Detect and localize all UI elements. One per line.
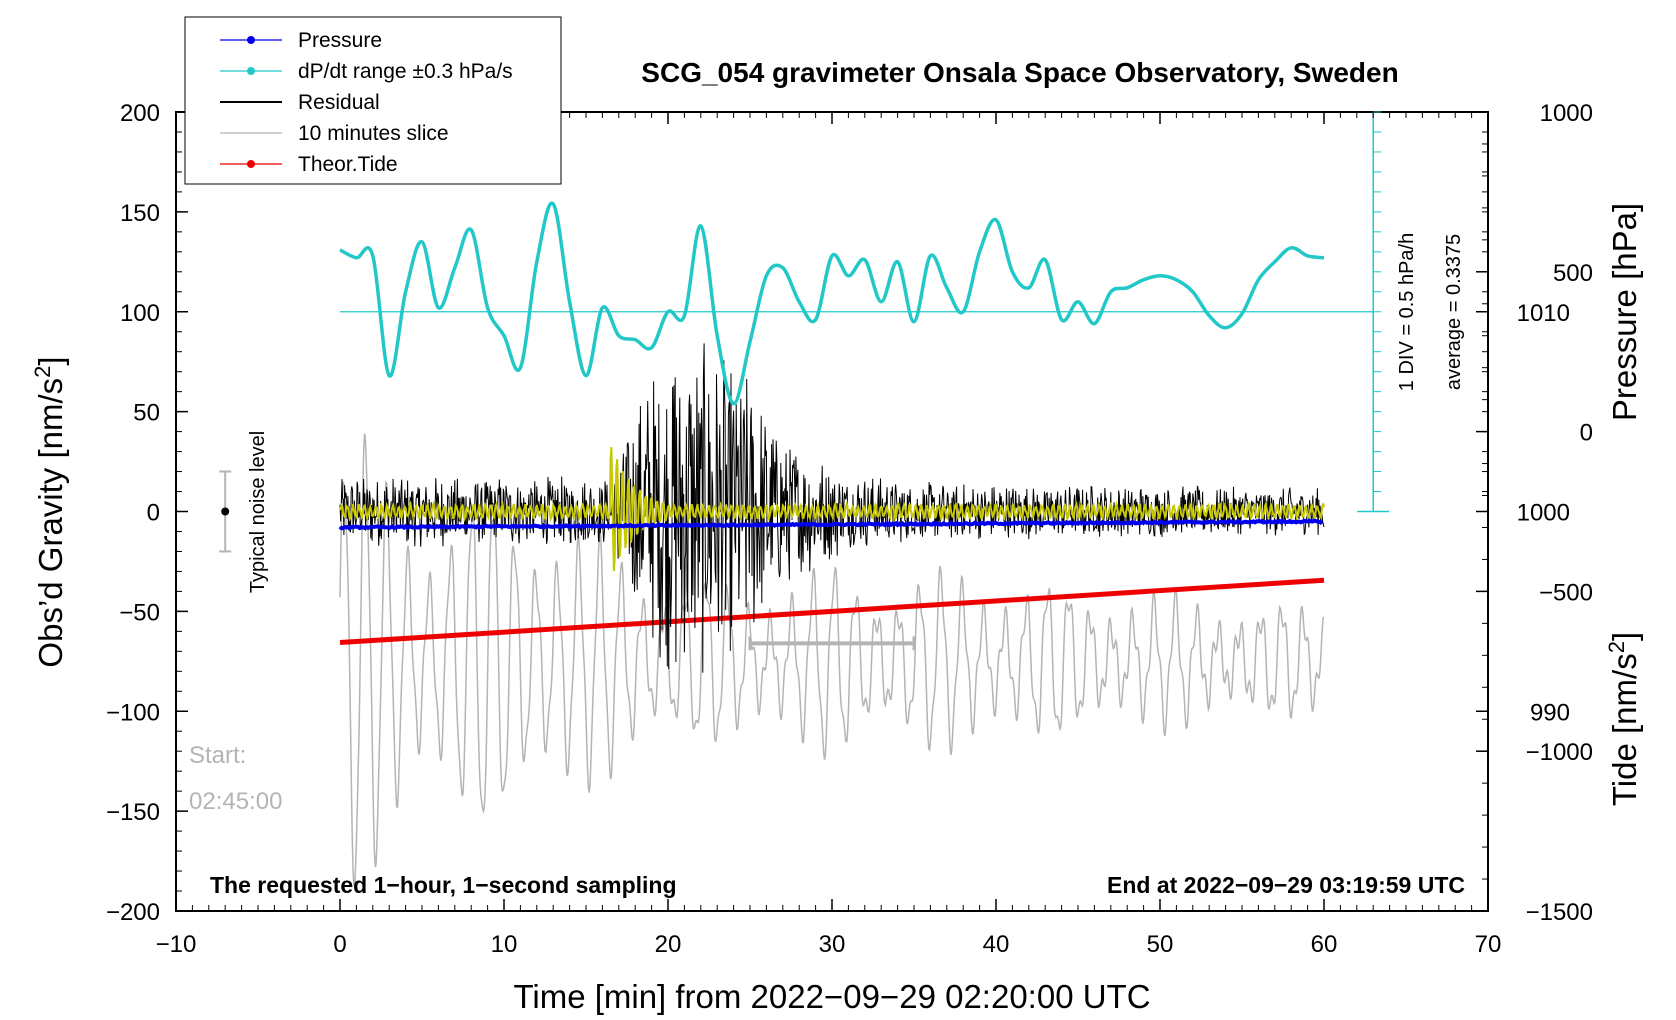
legend-label: dP/dt range ±0.3 hPa/s xyxy=(298,60,513,83)
x-axis-title: Time [min] from 2022−09−29 02:20:00 UTC xyxy=(513,978,1150,1015)
dpdt-trace xyxy=(339,201,1325,406)
slice-series xyxy=(339,433,1324,886)
noise-center-dot xyxy=(221,507,230,516)
x-tick-label: 20 xyxy=(655,931,682,958)
legend-label: Pressure xyxy=(298,29,382,52)
x-tick-label: 60 xyxy=(1311,931,1338,958)
pressure-axis-ticks: 1010 1000 990 xyxy=(1476,111,1570,726)
pressure-series xyxy=(338,518,1324,531)
y-axis-ticks: 200 150 100 50 0 −50 −100 −150 −200 xyxy=(106,100,188,926)
x-axis-ticks: −10 0 10 20 30 40 50 60 70 xyxy=(156,112,1502,958)
pressure-rate-scale-bar xyxy=(1357,111,1390,513)
tide-tick-label: 500 xyxy=(1553,260,1593,287)
tide-tick-label: −500 xyxy=(1539,579,1593,606)
legend-swatch-marker xyxy=(247,36,255,44)
scale-div-label: 1 DIV = 0.5 hPa/h xyxy=(1396,233,1418,391)
filtered-trace xyxy=(339,447,1325,572)
y-tick-label: 0 xyxy=(147,500,160,527)
x-tick-label: 70 xyxy=(1475,931,1502,958)
y-tick-label: −50 xyxy=(119,599,160,626)
y-tick-label: 100 xyxy=(120,300,160,327)
pressure-axis-title: Pressure [hPa] xyxy=(1606,203,1643,421)
legend-label: Theor.Tide xyxy=(298,153,398,176)
x-tick-label: 10 xyxy=(491,931,518,958)
x-tick-label: −10 xyxy=(156,931,197,958)
y-tick-label: −150 xyxy=(106,799,160,826)
x-tick-label: 0 xyxy=(333,931,346,958)
legend-label: Residual xyxy=(298,91,380,114)
pressure-tick-label: 1000 xyxy=(1517,500,1570,527)
residual-series xyxy=(339,343,1325,673)
pressure-tick-label: 990 xyxy=(1530,699,1570,726)
x-tick-label: 50 xyxy=(1147,931,1174,958)
pressure-tick-label: 1010 xyxy=(1517,300,1570,327)
legend-swatch-marker xyxy=(247,67,255,75)
tide-tick-label: −1000 xyxy=(1526,739,1593,766)
x-tick-label: 40 xyxy=(983,931,1010,958)
tide-tick-label: −1500 xyxy=(1526,899,1593,926)
noise-level-label: Typical noise level xyxy=(247,431,269,593)
chart-title: SCG_054 gravimeter Onsala Space Observat… xyxy=(641,57,1398,88)
x-tick-label: 30 xyxy=(819,931,846,958)
legend: Pressure dP/dt range ±0.3 hPa/s Residual 10… xyxy=(184,16,562,185)
tide-tick-label: 1000 xyxy=(1540,100,1593,127)
y-tick-label: −100 xyxy=(106,699,160,726)
legend-label: 10 minutes slice xyxy=(298,122,449,145)
y-tick-label: −200 xyxy=(106,899,160,926)
tide-axis-ticks: 1000 500 0 −500 −1000 −1500 xyxy=(1476,100,1593,926)
sampling-note: The requested 1−hour, 1−second sampling xyxy=(210,872,677,898)
pressure-trace xyxy=(338,518,1324,531)
noise-level-indicator xyxy=(219,470,232,553)
scale-average-label: average = 0.3375 xyxy=(1443,234,1465,390)
y-tick-label: 150 xyxy=(120,200,160,227)
tide-series xyxy=(339,577,1325,646)
legend-swatch-marker xyxy=(247,160,255,168)
filtered-series xyxy=(339,447,1325,572)
residual-trace xyxy=(339,343,1325,673)
end-time-note: End at 2022−09−29 03:19:59 UTC xyxy=(1107,872,1465,898)
start-label: Start: xyxy=(189,742,246,769)
y-tick-label: 50 xyxy=(133,400,160,427)
y-tick-label: 200 xyxy=(120,100,160,127)
tide-tick-label: 0 xyxy=(1580,420,1593,447)
legend-box xyxy=(184,16,562,185)
y-axis-title: Obs’d Gravity [nm/s2] xyxy=(30,356,69,667)
start-time: 02:45:00 xyxy=(189,788,282,815)
dpdt-series xyxy=(339,201,1374,406)
tide-line xyxy=(339,577,1325,646)
slice-trace xyxy=(339,433,1324,886)
tide-axis-title: Tide [nm/s2] xyxy=(1604,632,1643,806)
